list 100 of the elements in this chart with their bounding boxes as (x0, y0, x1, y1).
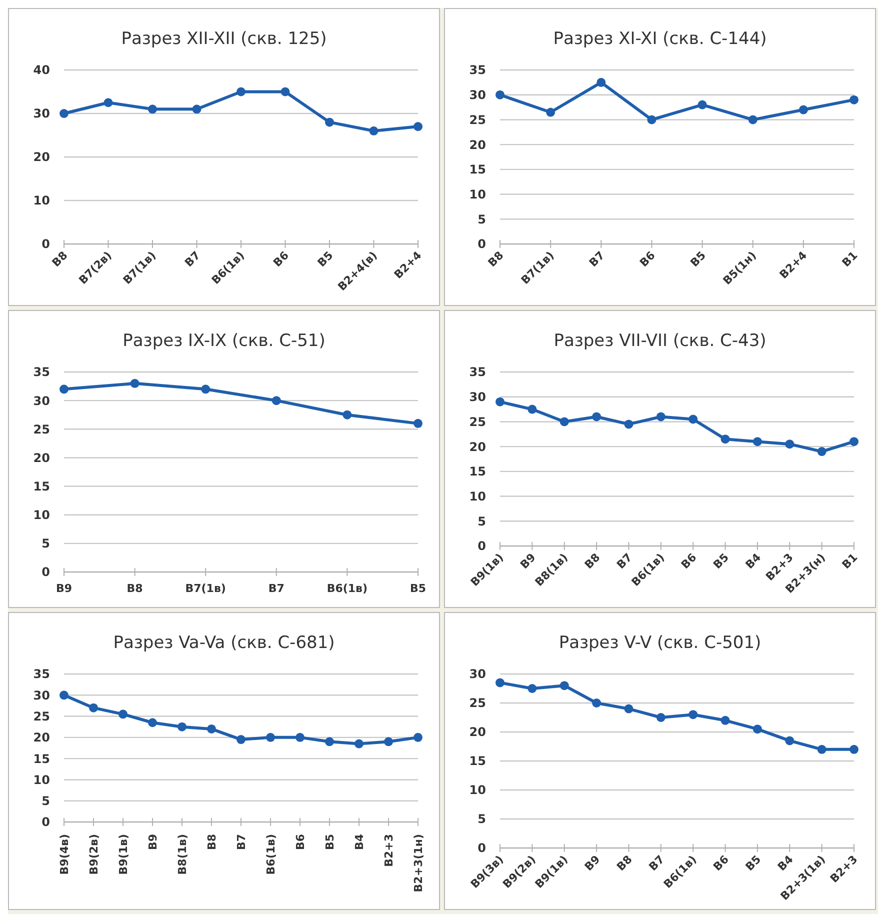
chart-title: Разрез Va-Va (скв. С-681) (113, 633, 335, 653)
x-tick-label: В2+3 (382, 834, 396, 867)
y-tick-label: 25 (469, 112, 486, 127)
point (656, 713, 666, 722)
point (296, 732, 304, 742)
point (148, 104, 157, 114)
y-tick-label: 20 (469, 440, 486, 454)
point (785, 440, 794, 449)
point (89, 703, 98, 712)
point (192, 104, 202, 114)
y-tick-label: 15 (469, 754, 486, 768)
x-tick-label: В7(1в) (185, 582, 226, 595)
x-tick-label: В9(4в) (58, 834, 71, 875)
x-tick-label: В4 (353, 834, 366, 850)
point (272, 396, 281, 406)
point (560, 417, 569, 426)
x-tick-label: В9 (518, 550, 538, 572)
point (178, 722, 186, 732)
y-tick-label: 15 (469, 464, 486, 479)
y-tick-label: 20 (469, 725, 486, 740)
x-tick-label: В9 (582, 852, 603, 874)
point (207, 724, 216, 734)
point (752, 724, 762, 734)
y-tick-label: 0 (478, 539, 486, 554)
point (414, 122, 422, 132)
point (325, 118, 334, 127)
point (720, 716, 730, 725)
x-tick-label: В5 (688, 248, 708, 270)
x-tick-label: В7 (614, 550, 635, 572)
point (528, 684, 537, 693)
point (624, 704, 634, 714)
x-tick-label: В8 (486, 248, 506, 270)
x-tick-label: В7 (586, 248, 608, 270)
x-tick-label: В7 (182, 248, 203, 270)
point (592, 412, 602, 422)
point (342, 410, 352, 420)
x-tick-label: В6(1в) (264, 834, 278, 875)
x-tick-label: В6 (637, 248, 658, 270)
point (384, 737, 393, 746)
x-tick-label: В8 (206, 834, 218, 850)
x-tick-label: В6 (710, 852, 732, 874)
point (201, 384, 210, 394)
x-tick-label: В5 (710, 550, 732, 572)
point (60, 690, 68, 700)
x-tick-label: В5 (324, 834, 336, 850)
x-tick-label: В8 (582, 550, 603, 572)
point (496, 397, 504, 406)
y-tick-label: 5 (478, 812, 486, 826)
chart-title: Разрез IX-IX (скв. С-51) (122, 331, 326, 351)
y-tick-label: 0 (478, 237, 486, 252)
x-tick-label: В8 (126, 582, 143, 595)
point (656, 412, 666, 422)
y-tick-label: 15 (33, 752, 50, 766)
point (592, 698, 602, 708)
point (596, 78, 606, 87)
y-tick-label: 20 (33, 450, 50, 465)
point (325, 737, 334, 746)
x-tick-label: В1 (840, 550, 860, 572)
y-tick-label: 30 (469, 88, 486, 102)
chart-title: Разрез V-V (скв. С-501) (558, 633, 762, 653)
point (688, 710, 698, 720)
y-tick-label: 15 (469, 162, 486, 177)
point (496, 678, 504, 688)
x-tick-label: В2+3(1н) (412, 834, 425, 892)
y-tick-label: 30 (469, 667, 486, 682)
x-tick-label: В6(1в) (326, 582, 368, 595)
y-tick-label: 35 (33, 365, 50, 380)
x-tick-label: В8(1в) (176, 834, 189, 875)
y-tick-label: 0 (478, 841, 486, 856)
x-tick-label: В9(2в) (88, 834, 100, 875)
x-tick-label: В7 (646, 852, 668, 874)
x-tick-label: В4 (743, 550, 764, 572)
x-tick-label: В6 (294, 834, 307, 850)
point (130, 378, 140, 388)
x-tick-label: В5 (315, 248, 336, 270)
x-tick-label: В9(1в) (117, 834, 130, 875)
chart-title: Разрез VII-VII (скв. С-43) (554, 331, 766, 351)
point (414, 418, 422, 428)
point (369, 126, 378, 136)
point (817, 744, 826, 754)
y-tick-label: 0 (42, 815, 50, 830)
y-tick-label: 30 (33, 106, 50, 121)
y-tick-label: 0 (42, 237, 50, 252)
y-tick-label: 30 (33, 394, 50, 408)
y-tick-label: 25 (469, 414, 486, 429)
y-tick-label: 20 (33, 150, 50, 164)
point (60, 384, 68, 394)
chart-title: Разрез XI-XI (скв. С-144) (553, 29, 767, 49)
point (688, 414, 698, 424)
x-tick-label: В8 (50, 248, 70, 270)
chart-title: Разрез XII-XII (скв. 125) (121, 29, 327, 49)
point (624, 420, 634, 429)
y-tick-label: 10 (469, 187, 486, 202)
point (266, 732, 275, 742)
y-tick-label: 35 (33, 667, 50, 682)
y-tick-label: 30 (469, 390, 486, 404)
point (850, 744, 858, 754)
point (280, 87, 290, 96)
y-tick-label: 5 (478, 514, 486, 528)
point (850, 95, 858, 104)
